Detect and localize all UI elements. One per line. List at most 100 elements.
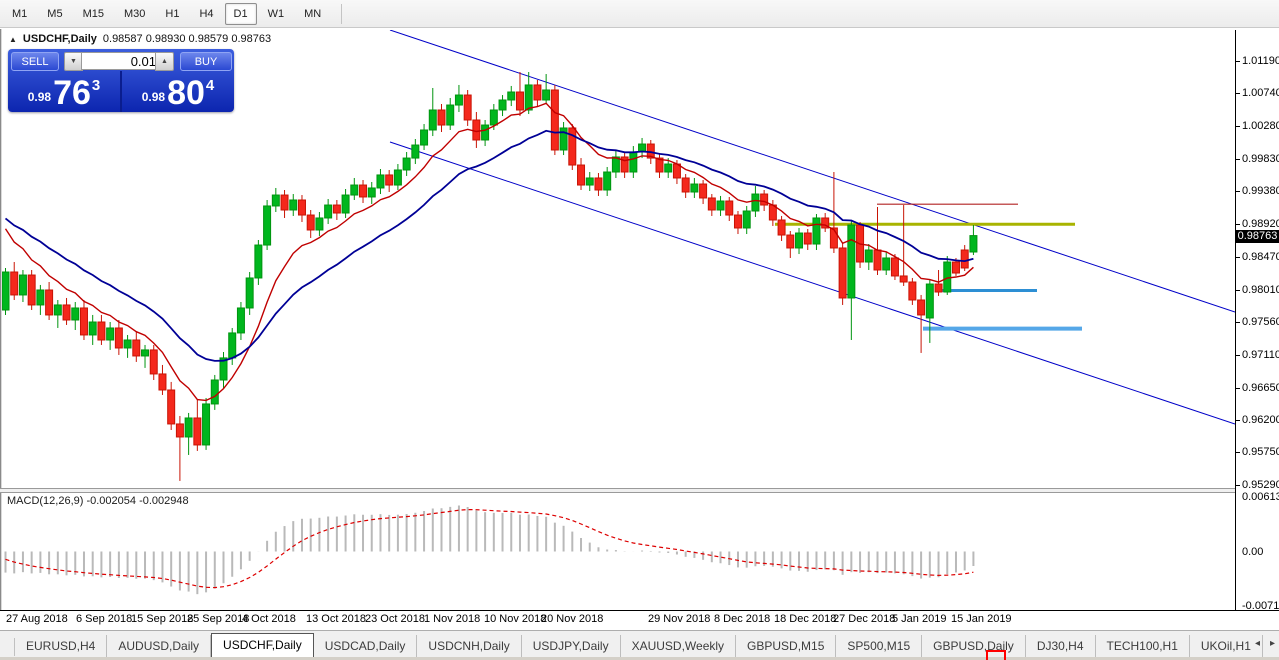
bear-candle: [306, 214, 315, 231]
tab-usdcad-daily[interactable]: USDCAD,Daily: [314, 635, 418, 658]
bear-candle: [385, 174, 394, 186]
bull-candle: [411, 144, 420, 159]
bull-candle: [812, 217, 821, 245]
bull-candle: [751, 193, 760, 212]
bear-candle: [27, 274, 36, 306]
scroll-right-icon[interactable]: ▸: [1269, 638, 1275, 649]
price-axis[interactable]: 1.01190 1.00740 1.00280 0.99830 0.99380 0.989…: [1236, 29, 1279, 630]
timeframe-button-mn[interactable]: MN: [304, 7, 322, 20]
bull-candle: [611, 156, 620, 173]
bear-candle: [934, 283, 943, 293]
tab-bar-grip: [0, 638, 15, 656]
buy-button[interactable]: BUY: [180, 52, 232, 71]
timeframe-button-m30[interactable]: M30: [123, 7, 146, 20]
bear-candle: [646, 143, 655, 159]
price-axis-label: 0.96200: [1242, 413, 1279, 426]
bear-candle: [359, 184, 368, 198]
price-axis-label: 0.97110: [1242, 348, 1279, 361]
timeframe-button-d1[interactable]: D1: [224, 2, 257, 25]
bull-candle: [315, 217, 324, 231]
one-click-trade-panel: SELL ▼ 0.01 ▲ BUY 0.98 76 3 0.98 80 4: [8, 49, 234, 112]
bull-candle: [402, 157, 411, 171]
bear-candle: [890, 257, 899, 277]
channel-lower[interactable]: [389, 141, 1235, 425]
price-tick: [1236, 158, 1240, 160]
channel-upper[interactable]: [389, 30, 1235, 313]
bull-candle: [376, 174, 385, 189]
bull-candle: [123, 339, 132, 349]
sell-button[interactable]: SELL: [11, 52, 59, 71]
bull-candle: [742, 210, 751, 229]
bull-candle: [88, 321, 97, 336]
ma-fast-line[interactable]: [4, 102, 974, 402]
bear-candle: [899, 275, 908, 283]
bear-candle: [132, 339, 141, 357]
tab-xauusd-weekly[interactable]: XAUUSD,Weekly: [621, 635, 737, 658]
bull-candle: [106, 327, 115, 341]
price-tick: [1236, 61, 1240, 62]
tab-usdchf-daily[interactable]: USDCHF,Daily: [211, 633, 314, 659]
price-tick: [1236, 452, 1240, 454]
bull-candle: [219, 357, 228, 381]
bear-candle: [332, 204, 341, 214]
bear-candle: [829, 227, 838, 249]
price-axis-label: 0.95290: [1242, 479, 1279, 492]
tab-ukoil-h1[interactable]: UKOil,H1: [1190, 635, 1263, 658]
bull-candle: [254, 244, 263, 279]
bull-candle: [585, 177, 594, 186]
date-axis-label: 27 Dec 2018: [833, 613, 896, 625]
collapse-triangle-icon[interactable]: ▲: [9, 34, 17, 44]
macd-axis-label: 0.00: [1242, 545, 1264, 558]
bull-candle: [141, 349, 150, 357]
bear-candle: [951, 261, 960, 274]
tab-sp500-m15[interactable]: SP500,M15: [836, 635, 923, 658]
tab-eurusd-h4[interactable]: EURUSD,H4: [15, 635, 108, 658]
toolbar-separator: [341, 3, 343, 24]
bear-candle: [733, 214, 742, 229]
bear-candle: [79, 307, 88, 336]
bull-candle: [847, 224, 856, 299]
date-axis-label: 18 Dec 2018: [774, 613, 837, 625]
bear-candle: [707, 197, 716, 211]
bull-candle: [524, 84, 533, 111]
tab-usdcnh-daily[interactable]: USDCNH,Daily: [417, 635, 522, 658]
bear-candle: [856, 224, 865, 263]
tab-gbpusd-m15[interactable]: GBPUSD,M15: [736, 635, 837, 658]
price-axis-label: 1.01190: [1242, 55, 1279, 67]
volume-decrease-icon[interactable]: ▼: [64, 52, 83, 71]
date-axis-label: 27 Aug 2018: [6, 613, 68, 625]
date-axis[interactable]: 27 Aug 2018 6 Sep 2018 15 Sep 2018 25 Sep 2…: [0, 612, 1279, 630]
price-tick: [1236, 224, 1240, 226]
bull-candle: [228, 332, 237, 359]
scroll-left-icon[interactable]: ◂: [1254, 638, 1260, 649]
macd-plot[interactable]: [4, 505, 975, 595]
bull-candle: [690, 183, 699, 193]
timeframe-button-w1[interactable]: W1: [267, 7, 285, 20]
timeframe-button-m1[interactable]: M1: [12, 7, 28, 20]
buy-price[interactable]: 0.98 80 4: [122, 71, 234, 112]
timeframe-toolbar: M1 M5 M15 M30 H1 H4 D1 W1 MN: [0, 0, 1279, 28]
timeframe-button-m5[interactable]: M5: [47, 7, 63, 20]
tab-usdjpy-daily[interactable]: USDJPY,Daily: [522, 635, 621, 658]
timeframe-button-h4[interactable]: H4: [199, 7, 214, 20]
tab-dj30-h4[interactable]: DJ30,H4: [1026, 635, 1096, 658]
timeframe-button-m15[interactable]: M15: [82, 7, 104, 20]
bid-ask-prices: 0.98 76 3 0.98 80 4: [8, 71, 234, 112]
volume-increase-icon[interactable]: ▲: [155, 52, 174, 71]
bear-candle: [550, 89, 559, 151]
sell-price[interactable]: 0.98 76 3: [8, 71, 122, 112]
bull-candle: [18, 274, 27, 296]
chart-window[interactable]: ▲ USDCHF,Daily 0.98587 0.98930 0.98579 0…: [0, 29, 1279, 630]
tab-audusd-daily[interactable]: AUDUSD,Daily: [107, 635, 212, 658]
bull-candle: [350, 184, 359, 196]
timeframe-button-h1[interactable]: H1: [165, 7, 180, 20]
bear-candle: [821, 217, 830, 229]
volume-input[interactable]: 0.01: [81, 52, 163, 70]
bull-candle: [664, 163, 673, 173]
ma-slow-line[interactable]: [4, 129, 974, 362]
tab-gbpusd-daily[interactable]: GBPUSD,Daily: [922, 635, 1026, 658]
bear-candle: [672, 163, 681, 179]
tab-tech100-h1[interactable]: TECH100,H1: [1096, 635, 1190, 658]
date-axis-label: 10 Nov 2018: [484, 613, 547, 625]
panel-splitter[interactable]: [0, 488, 1279, 493]
